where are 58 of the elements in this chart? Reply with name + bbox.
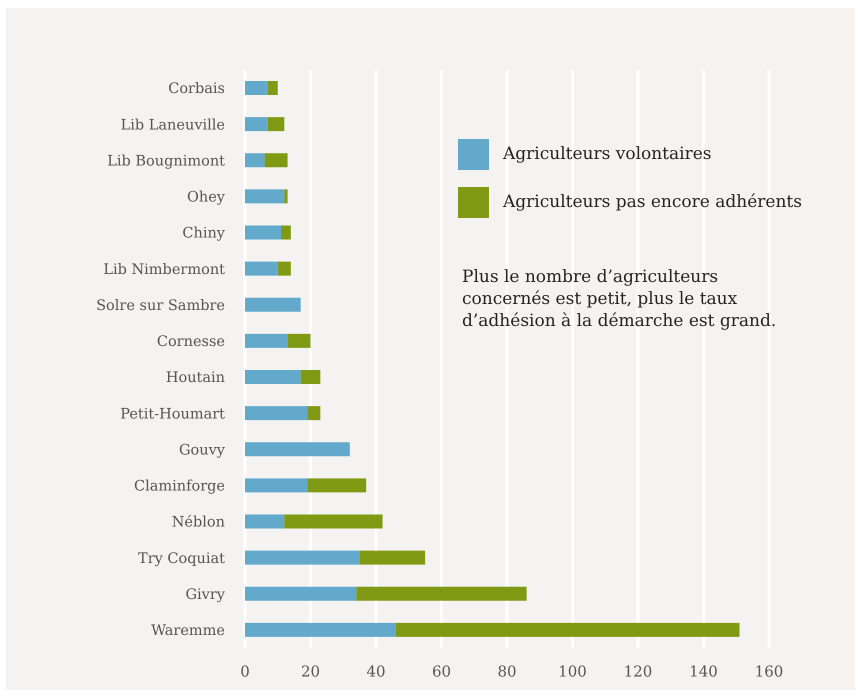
y-tick-label: Ohey bbox=[187, 190, 226, 206]
bar bbox=[300, 370, 320, 384]
legend-label: Agriculteurs volontaires bbox=[503, 144, 712, 164]
bar bbox=[245, 262, 278, 276]
bar bbox=[245, 117, 268, 132]
y-tick-label: Petit-Houmart bbox=[120, 406, 226, 422]
y-tick-label: Waremme bbox=[151, 623, 225, 640]
y-tick-label: Solre sur Sambre bbox=[96, 298, 225, 314]
y-tick-label: Try Coquiat bbox=[138, 550, 226, 567]
y-tick-label: Givry bbox=[185, 586, 226, 603]
bar bbox=[245, 81, 268, 95]
bar bbox=[245, 298, 301, 312]
bar bbox=[245, 622, 396, 637]
bar bbox=[281, 226, 291, 240]
x-tick-label: 120 bbox=[624, 662, 652, 681]
bar bbox=[307, 478, 366, 492]
bar bbox=[245, 370, 301, 384]
bar bbox=[356, 586, 527, 601]
x-tick-label: 100 bbox=[558, 662, 587, 681]
x-tick-label: 80 bbox=[497, 662, 517, 681]
y-tick-label: Lib Laneuville bbox=[120, 117, 225, 134]
x-tick-label: 140 bbox=[689, 662, 718, 681]
bar bbox=[245, 586, 356, 601]
bar bbox=[360, 550, 426, 565]
annotation: Plus le nombre d’agriculteurs concernés est petit, plus le taux d’adhésion à la démarche est grand. bbox=[462, 266, 778, 332]
legend-label: Agriculteurs pas encore adhérents bbox=[503, 192, 802, 212]
bar bbox=[278, 262, 291, 276]
bar bbox=[245, 550, 360, 565]
bar bbox=[245, 226, 282, 240]
bar bbox=[396, 622, 740, 637]
x-tick-label: 160 bbox=[754, 662, 784, 681]
bar bbox=[268, 117, 284, 132]
bar bbox=[284, 514, 383, 528]
bar bbox=[245, 406, 308, 420]
y-tick-label: Claminforge bbox=[134, 478, 225, 495]
y-tick-label: Corbais bbox=[168, 81, 225, 98]
x-tick-label: 20 bbox=[300, 662, 320, 681]
y-tick-label: Gouvy bbox=[178, 442, 226, 458]
y-tick-label: Lib Nimbermont bbox=[103, 262, 226, 278]
bar bbox=[307, 406, 320, 420]
y-tick-label: Néblon bbox=[172, 514, 225, 531]
bar bbox=[284, 189, 288, 204]
bar bbox=[245, 153, 265, 168]
x-tick-label: 40 bbox=[366, 662, 386, 681]
bar bbox=[245, 478, 308, 492]
y-tick-label: Chiny bbox=[182, 226, 226, 242]
bar bbox=[288, 334, 310, 348]
bar bbox=[268, 81, 278, 95]
bar bbox=[245, 514, 284, 528]
bar bbox=[264, 153, 288, 168]
y-tick-label: Lib Bougnimont bbox=[107, 153, 226, 170]
bar bbox=[245, 442, 350, 456]
x-tick-label: 60 bbox=[432, 662, 452, 681]
bar bbox=[245, 189, 284, 204]
x-tick-label: 0 bbox=[240, 662, 250, 681]
bar bbox=[245, 334, 288, 348]
y-tick-label: Cornesse bbox=[156, 334, 225, 350]
y-tick-label: Houtain bbox=[166, 370, 225, 386]
